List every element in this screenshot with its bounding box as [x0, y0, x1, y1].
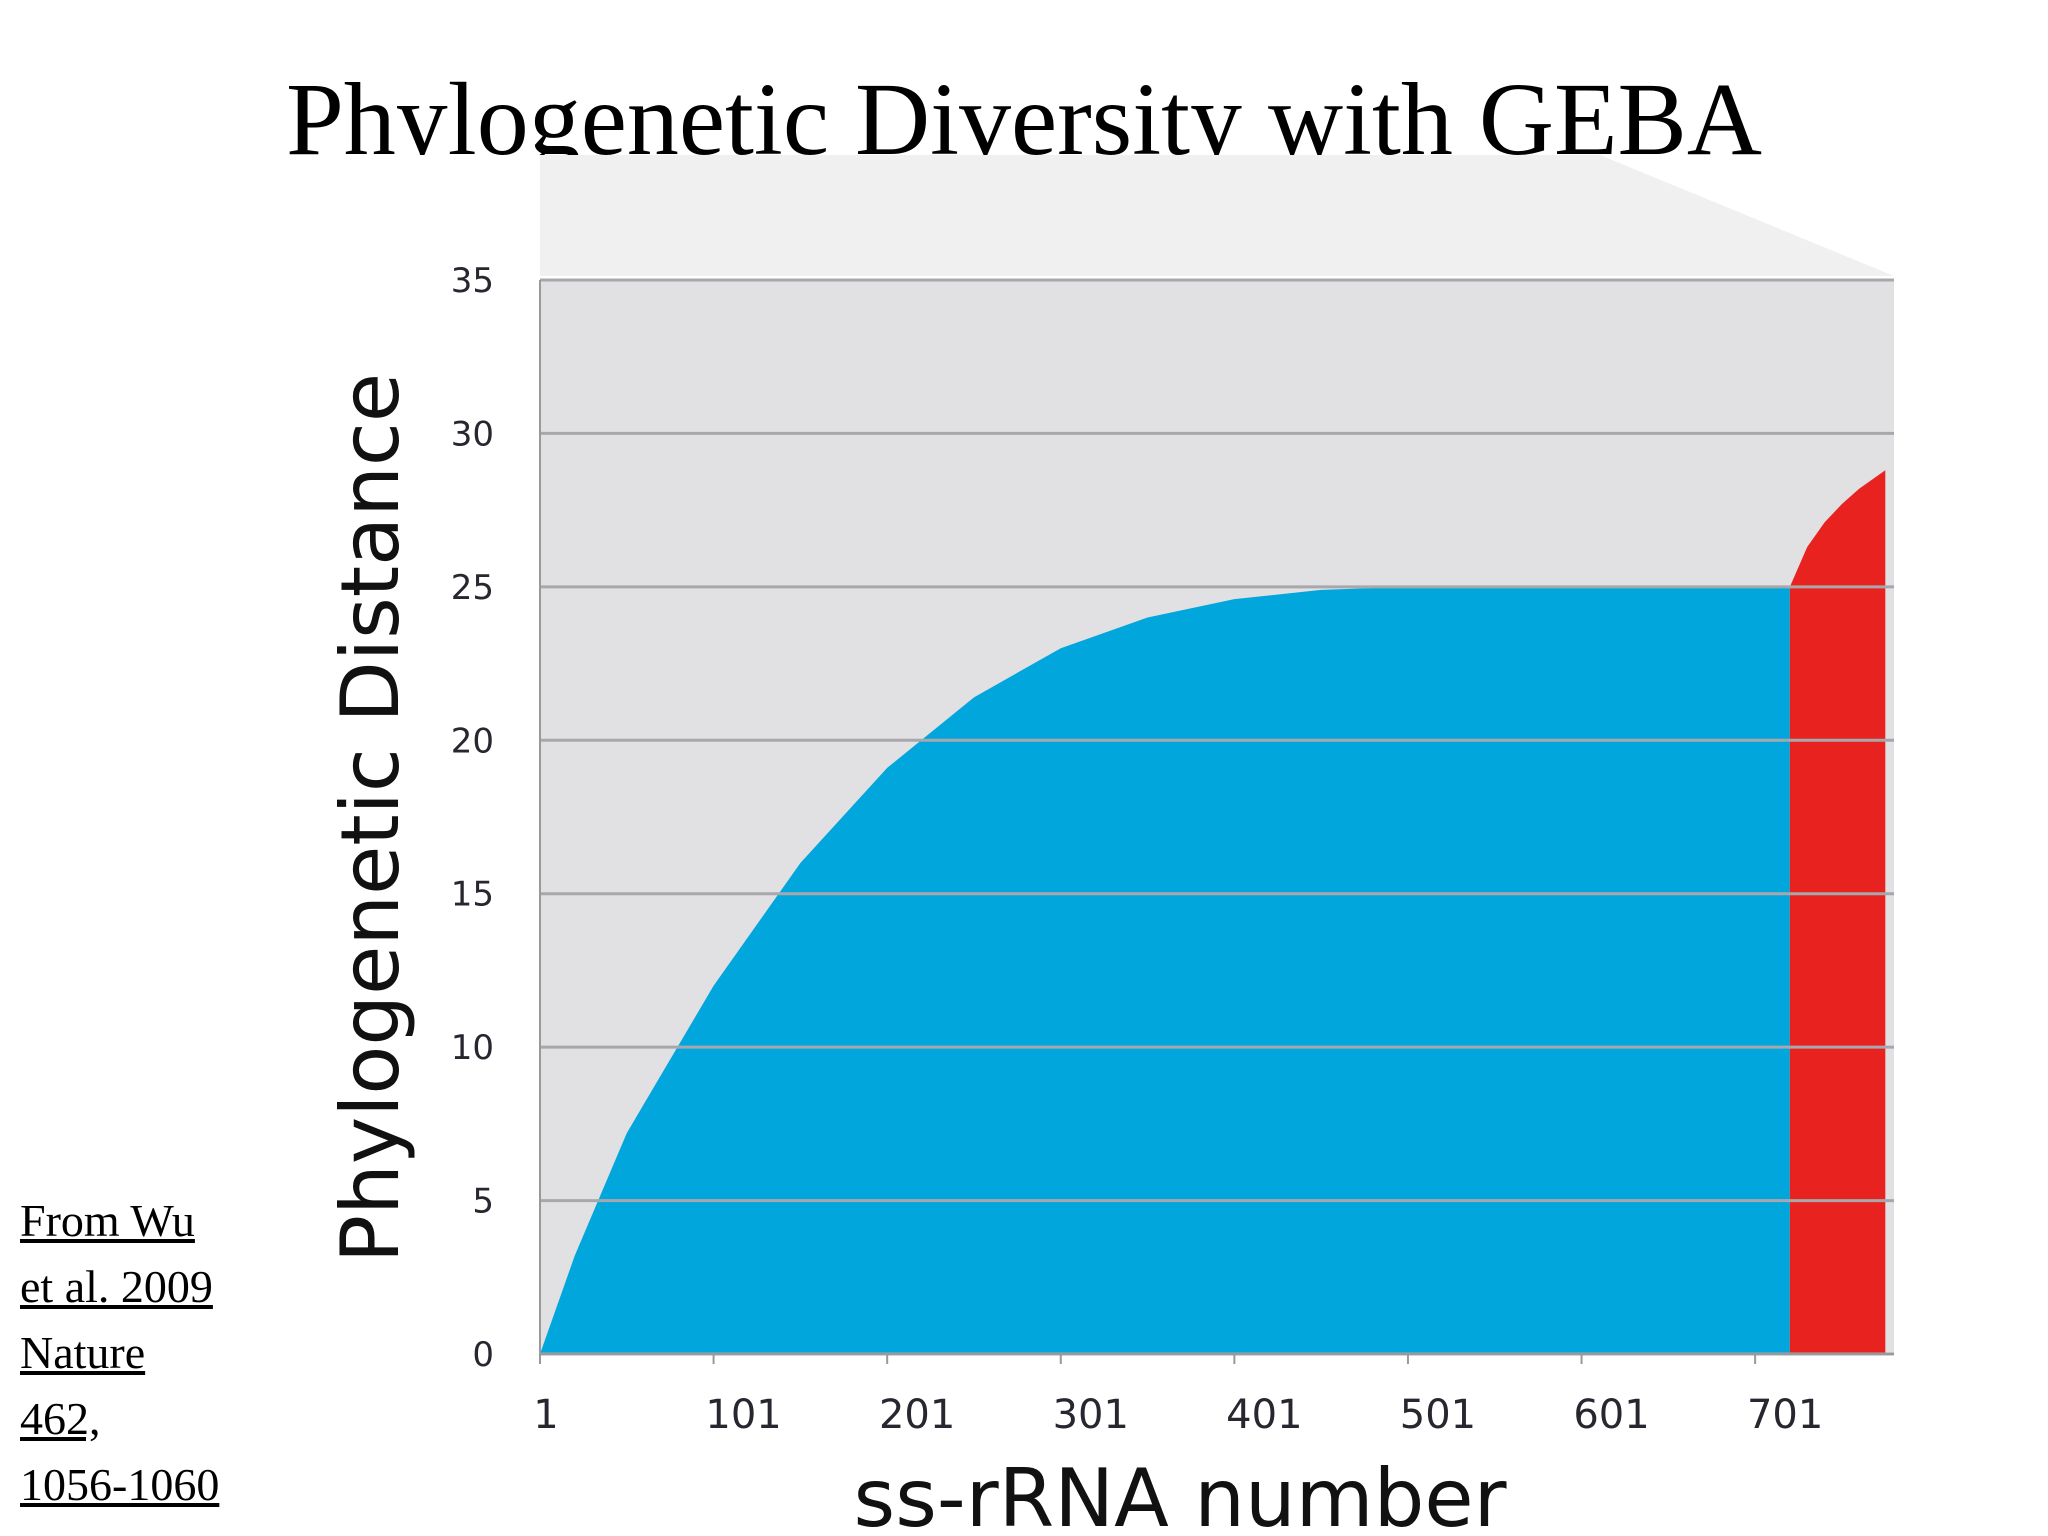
series-area-0	[540, 586, 1790, 1354]
y-tick-label: 35	[451, 261, 494, 301]
x-tick-label: 501	[1400, 1392, 1476, 1438]
perspective-band	[540, 155, 1894, 276]
y-tick-label: 5	[472, 1182, 494, 1222]
slide-title-clip: Phylogenetic Diversity with GEBA	[0, 60, 2048, 155]
slide-title: Phylogenetic Diversity with GEBA	[285, 62, 1763, 155]
citation-line[interactable]: et al. 2009	[20, 1261, 213, 1312]
x-axis-label: ss-rRNA number	[854, 1452, 1507, 1536]
y-tick-label: 0	[472, 1335, 494, 1375]
y-tick-label: 20	[451, 721, 494, 761]
x-tick-label: 101	[705, 1392, 781, 1438]
y-tick-label: 10	[451, 1028, 494, 1068]
x-tick-label: 701	[1747, 1392, 1823, 1438]
citation-link[interactable]: From Wu et al. 2009 Nature 462, 1056-106…	[20, 1188, 260, 1518]
x-tick-label: 401	[1226, 1392, 1302, 1438]
x-tick-label: 601	[1573, 1392, 1649, 1438]
x-tick-label: 201	[879, 1392, 955, 1438]
y-axis-label: Phylogenetic Distance	[324, 373, 417, 1263]
y-tick-label: 25	[451, 568, 494, 608]
citation-line[interactable]: Nature	[20, 1327, 146, 1378]
citation-line[interactable]: 1056-1060	[20, 1459, 220, 1510]
series-area-1	[1789, 470, 1886, 1354]
y-tick-label: 30	[451, 414, 494, 454]
x-tick-label: 301	[1053, 1392, 1129, 1438]
x-tick-label: 1	[533, 1392, 558, 1438]
y-tick-label: 15	[451, 875, 494, 915]
citation-line[interactable]: From Wu	[20, 1195, 195, 1246]
citation-line[interactable]: 462,	[20, 1393, 101, 1444]
